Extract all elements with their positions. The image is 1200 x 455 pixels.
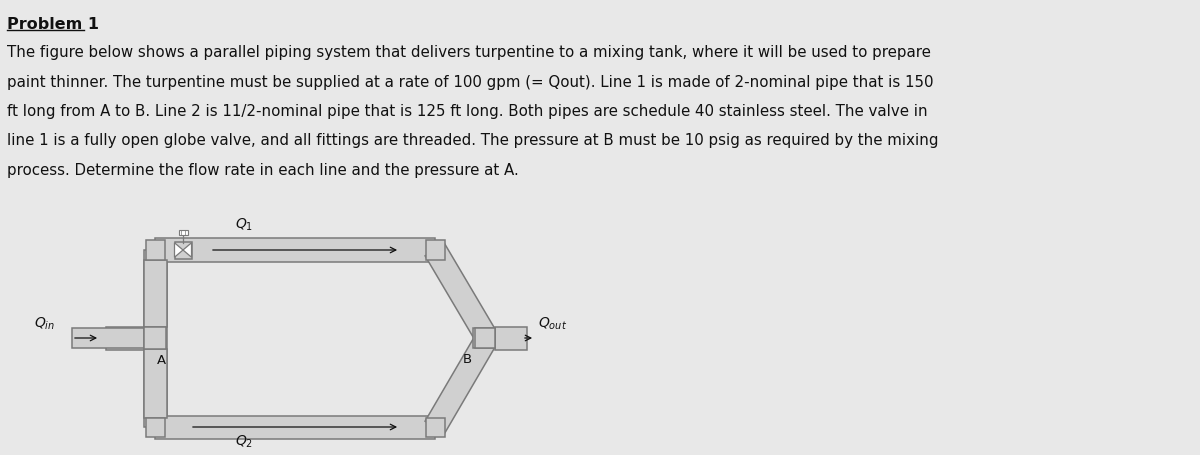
Text: $Q_1$: $Q_1$ bbox=[235, 217, 253, 233]
Text: $Q_{in}$: $Q_{in}$ bbox=[34, 316, 55, 332]
Bar bbox=[155, 238, 436, 262]
Bar bbox=[473, 328, 494, 348]
Bar bbox=[144, 250, 167, 427]
Bar bbox=[494, 327, 527, 349]
Text: The figure below shows a parallel piping system that delivers turpentine to a mi: The figure below shows a parallel piping… bbox=[7, 45, 931, 60]
Polygon shape bbox=[425, 244, 494, 340]
Text: Problem 1: Problem 1 bbox=[7, 17, 98, 32]
Text: $Q_2$: $Q_2$ bbox=[235, 434, 253, 450]
Polygon shape bbox=[425, 336, 494, 433]
Bar bbox=[72, 328, 144, 348]
Text: paint thinner. The turpentine must be supplied at a rate of 100 gpm (= Qout). Li: paint thinner. The turpentine must be su… bbox=[7, 75, 934, 90]
Bar bbox=[155, 415, 436, 439]
Polygon shape bbox=[174, 243, 182, 257]
Text: line 1 is a fully open globe valve, and all fittings are threaded. The pressure : line 1 is a fully open globe valve, and … bbox=[7, 133, 938, 148]
Bar bbox=[144, 349, 167, 418]
Bar bbox=[179, 230, 187, 235]
Bar bbox=[145, 241, 164, 259]
Bar bbox=[144, 327, 166, 349]
Text: A: A bbox=[157, 354, 166, 367]
Text: B: B bbox=[463, 353, 472, 366]
Bar bbox=[145, 418, 164, 436]
Text: ft long from A to B. Line 2 is 11/2-nominal pipe that is 125 ft long. Both pipes: ft long from A to B. Line 2 is 11/2-nomi… bbox=[7, 104, 928, 119]
Bar bbox=[106, 327, 144, 349]
Polygon shape bbox=[182, 243, 192, 257]
Bar bbox=[475, 328, 496, 348]
Bar bbox=[174, 242, 192, 258]
Text: $Q_{out}$: $Q_{out}$ bbox=[538, 316, 568, 332]
Text: process. Determine the flow rate in each line and the pressure at A.: process. Determine the flow rate in each… bbox=[7, 163, 518, 178]
Bar bbox=[144, 259, 167, 327]
Bar bbox=[426, 241, 444, 259]
Bar bbox=[426, 418, 444, 436]
